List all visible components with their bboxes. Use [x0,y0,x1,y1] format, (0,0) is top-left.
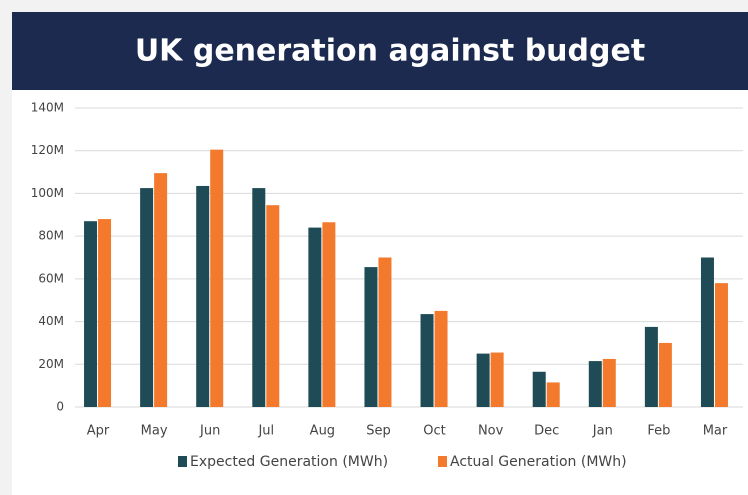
legend-label: Expected Generation (MWh) [190,454,388,470]
bar [658,342,672,407]
y-tick-label: 60M [38,271,64,285]
bar [98,219,112,407]
x-tick-label: Dec [534,424,559,439]
bar [700,257,714,407]
x-tick-label: Nov [478,424,504,439]
bar [644,326,658,407]
header-band [12,12,748,90]
bar [420,314,434,407]
bar [322,222,336,407]
x-tick-label: May [141,424,168,439]
chart-title: UK generation against budget [135,34,645,69]
bar [84,221,98,407]
y-tick-label: 100M [31,186,64,200]
legend-swatch [438,456,447,467]
y-tick-label: 80M [38,229,64,243]
bar [714,283,728,407]
y-tick-label: 140M [31,101,64,115]
bar [476,353,490,407]
x-tick-label: Aug [310,424,335,439]
legend-label: Actual Generation (MWh) [450,454,627,470]
x-tick-label: Mar [703,424,728,439]
bar [196,185,210,407]
legend-swatch [178,456,187,467]
bar [252,188,266,407]
y-tick-label: 20M [38,357,64,371]
x-tick-label: Apr [87,424,110,439]
bar [210,149,224,407]
y-tick-label: 120M [31,143,64,157]
x-tick-label: Jul [257,424,274,439]
x-tick-label: Jan [592,424,613,439]
x-tick-label: Jun [199,424,220,439]
bar [588,361,602,407]
bar [434,310,448,407]
x-tick-label: Oct [423,424,445,439]
y-tick-label: 40M [38,314,64,328]
card [12,12,748,495]
y-tick-label: 0 [56,400,64,414]
bar [364,267,378,407]
bar [266,205,280,407]
bar [490,352,504,407]
bar [378,257,392,407]
bar [154,173,168,407]
x-tick-label: Sep [366,424,391,439]
bar [546,382,560,407]
x-tick-label: Feb [647,424,670,439]
bar [602,358,616,407]
bar [140,188,154,407]
bar [532,371,546,407]
bar [308,227,322,407]
